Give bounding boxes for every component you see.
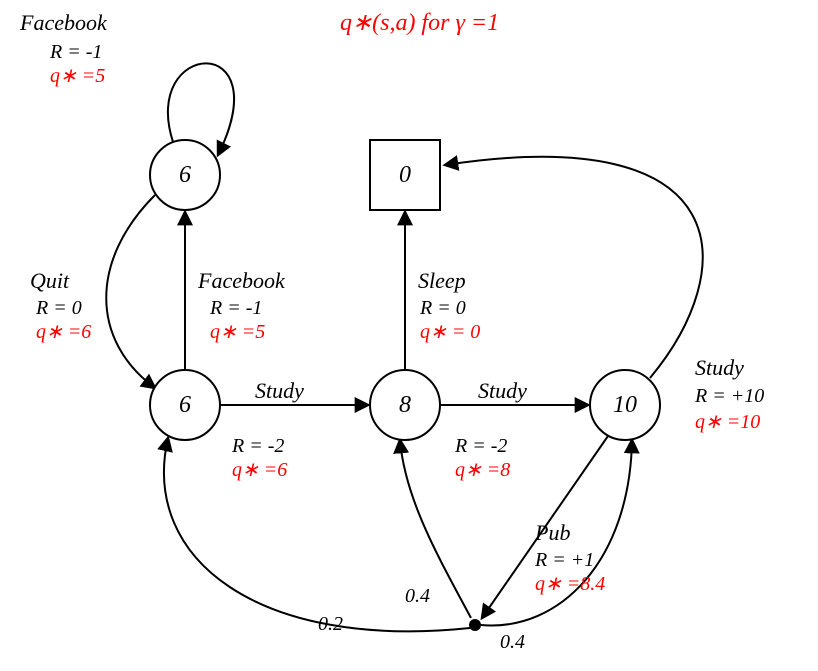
- edge-c3_to_term: [445, 157, 703, 378]
- node-term-value: 0: [399, 162, 411, 188]
- node-c1-value: 6: [179, 392, 191, 418]
- label-study2-q: q∗ =8: [455, 459, 510, 481]
- label-study2-reward: R = -2: [454, 435, 507, 457]
- node-c2-value: 8: [399, 392, 411, 418]
- label-study3-action: Study: [695, 355, 744, 380]
- label-study3-reward: R = +10: [694, 385, 764, 407]
- prob-p3: 0.4: [500, 631, 525, 653]
- label-sleep-action: Sleep: [418, 268, 466, 293]
- prob-p2: 0.4: [405, 585, 430, 607]
- label-quit-q: q∗ =6: [36, 321, 91, 343]
- label-pub-q: q∗ =8.4: [535, 573, 605, 595]
- label-study3-q: q∗ =10: [695, 411, 760, 433]
- node-c3-value: 10: [613, 392, 637, 418]
- mdp-diagram: q∗(s,a) for γ =1 668100 FacebookR = -1q∗…: [0, 0, 818, 671]
- label-fb_loop-reward: R = -1: [49, 41, 102, 63]
- label-quit-reward: R = 0: [35, 297, 82, 319]
- label-fb_loop-q: q∗ =5: [50, 65, 105, 87]
- label-fb_action-q: q∗ =5: [210, 321, 265, 343]
- label-study1-q: q∗ =6: [232, 459, 287, 481]
- label-pub-action: Pub: [534, 520, 570, 545]
- label-fb_action-action: Facebook: [197, 268, 286, 293]
- label-sleep-q: q∗ = 0: [420, 321, 480, 343]
- label-quit-action: Quit: [30, 268, 70, 293]
- node-pubdot: [469, 619, 481, 631]
- probabilities: 0.2 0.4 0.4: [318, 585, 525, 653]
- node-fb-value: 6: [179, 162, 191, 188]
- label-sleep-reward: R = 0: [419, 297, 466, 319]
- prob-p1: 0.2: [318, 613, 343, 635]
- label-study1-reward: R = -2: [231, 435, 284, 457]
- label-fb_loop-action: Facebook: [19, 10, 108, 35]
- label-study2-action: Study: [478, 378, 527, 403]
- label-pub-reward: R = +1: [534, 549, 594, 571]
- label-fb_action-reward: R = -1: [209, 297, 262, 319]
- edge-fb_to_c1: [106, 195, 155, 388]
- diagram-title: q∗(s,a) for γ =1: [340, 10, 499, 36]
- labels: FacebookR = -1q∗ =5QuitR = 0q∗ =6Faceboo…: [19, 10, 764, 595]
- label-study1-action: Study: [255, 378, 304, 403]
